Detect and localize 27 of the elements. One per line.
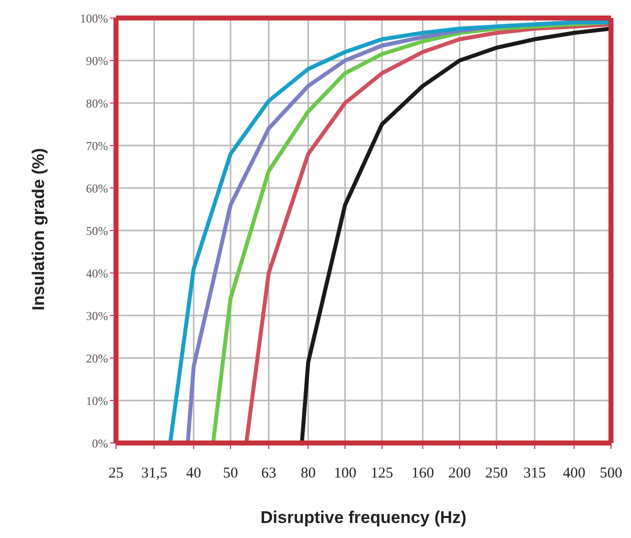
- x-tick-label: 400: [562, 466, 586, 482]
- x-tick-label: 31,5: [141, 466, 168, 482]
- y-tick-label: 20%: [86, 351, 108, 366]
- y-tick-label: 80%: [86, 96, 108, 110]
- x-axis-title: Disruptive frequency (Hz): [260, 508, 466, 527]
- x-tick-label: 160: [411, 466, 434, 482]
- x-tick-label: 200: [448, 466, 471, 482]
- y-tick-label: 90%: [86, 54, 108, 68]
- x-tick-label: 250: [485, 466, 508, 482]
- y-tick-label: 100%: [80, 11, 108, 26]
- y-tick-label: 50%: [86, 224, 108, 238]
- y-tick-label: 0%: [92, 436, 108, 450]
- y-tick-label: 70%: [86, 138, 108, 153]
- x-tick-label: 80: [300, 466, 316, 482]
- y-tick-label: 40%: [86, 266, 108, 280]
- x-tick-label: 40: [186, 466, 202, 482]
- x-tick-label: 100: [334, 466, 356, 482]
- y-tick-label: 60%: [86, 181, 108, 196]
- y-tick-label: 10%: [86, 394, 108, 408]
- y-axis-title: Insulation grade (%): [29, 148, 48, 310]
- x-tick-label: 500: [600, 466, 622, 482]
- y-tick-label: 30%: [86, 308, 108, 323]
- x-tick-label: 315: [523, 466, 546, 482]
- x-tick-label: 63: [261, 466, 276, 482]
- x-tick-label: 25: [108, 466, 124, 482]
- x-tick-label: 50: [223, 466, 238, 482]
- x-tick-label: 125: [370, 466, 394, 482]
